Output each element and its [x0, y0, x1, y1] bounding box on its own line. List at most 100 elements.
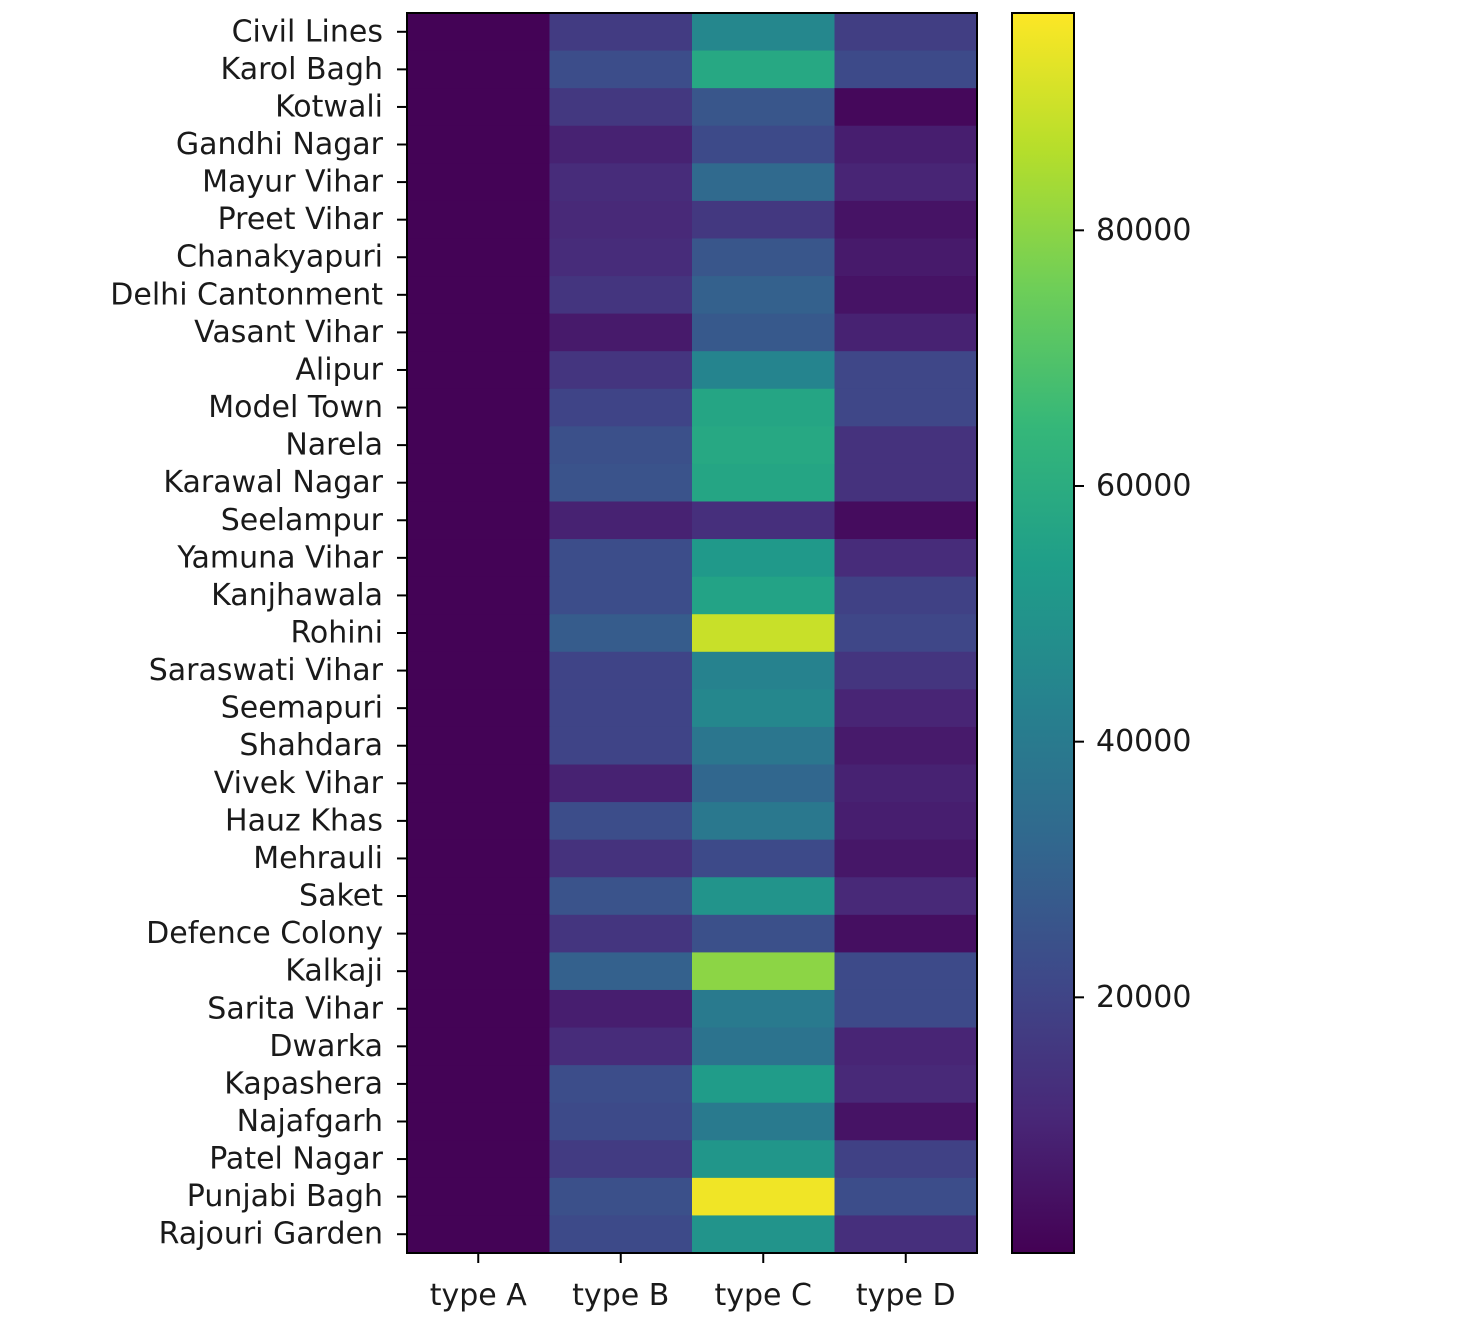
- heatmap-cell: [407, 1102, 551, 1141]
- colorbar: [1012, 13, 1074, 1253]
- heatmap-cell: [692, 276, 836, 315]
- y-tick-label: Saket: [299, 879, 383, 914]
- heatmap-cell: [692, 1177, 836, 1217]
- y-tick-label: Patel Nagar: [209, 1142, 383, 1177]
- heatmap-cell: [834, 914, 978, 953]
- heatmap-cell: [407, 313, 551, 352]
- y-tick-label: Civil Lines: [232, 14, 383, 49]
- heatmap-cell: [692, 802, 836, 841]
- heatmap-cell: [549, 1065, 693, 1104]
- heatmap-cell: [834, 125, 978, 164]
- heatmap-cell: [834, 614, 978, 653]
- heatmap-cell: [834, 952, 978, 991]
- y-tick-label: Model Town: [208, 390, 383, 425]
- y-tick-label: Narela: [285, 428, 383, 463]
- y-tick-label: Rohini: [290, 616, 383, 651]
- heatmap-cell: [549, 50, 693, 89]
- heatmap-cell: [834, 539, 978, 578]
- heatmap-cell: [407, 839, 551, 878]
- colorbar-tick-label: 60000: [1096, 468, 1191, 503]
- heatmap-cell: [834, 802, 978, 841]
- heatmap-cell: [692, 426, 836, 465]
- heatmap-cell: [692, 351, 836, 390]
- heatmap-cell: [692, 614, 836, 653]
- y-tick-label: Chanakyapuri: [176, 240, 383, 275]
- heatmap-cell: [549, 238, 693, 277]
- heatmap-cell: [834, 426, 978, 465]
- heatmap-cell: [407, 802, 551, 841]
- heatmap-cell: [834, 689, 978, 728]
- heatmap-cell: [549, 125, 693, 164]
- heatmap-cell: [549, 163, 693, 202]
- heatmap-cell: [407, 1065, 551, 1104]
- heatmap-cell: [692, 839, 836, 878]
- heatmap-cell: [834, 839, 978, 878]
- heatmap-cell: [549, 539, 693, 578]
- heatmap-cell: [692, 576, 836, 615]
- heatmap-cell: [549, 802, 693, 841]
- colorbar-frame: [1011, 12, 1075, 1254]
- heatmap-cell: [549, 576, 693, 615]
- heatmap-cell: [692, 539, 836, 578]
- heatmap-cell: [549, 1140, 693, 1179]
- y-tick-label: Shahdara: [239, 728, 383, 763]
- heatmap-cell: [692, 1215, 836, 1254]
- heatmap-cell: [834, 388, 978, 427]
- heatmap-cell: [549, 952, 693, 991]
- heatmap-cell: [834, 313, 978, 352]
- y-tick-label: Karol Bagh: [221, 52, 383, 87]
- heatmap-cell: [692, 1027, 836, 1066]
- x-tick-label: type D: [856, 1278, 956, 1313]
- heatmap-cell: [407, 914, 551, 953]
- heatmap-cell: [549, 501, 693, 540]
- heatmap-cell: [692, 388, 836, 427]
- heatmap-cell: [407, 1027, 551, 1066]
- heatmap-cell: [407, 689, 551, 728]
- heatmap-cell: [834, 877, 978, 916]
- heatmap-cell: [549, 351, 693, 390]
- heatmap-cell: [407, 726, 551, 766]
- x-tick-label: type A: [430, 1278, 528, 1313]
- heatmap-cell: [834, 501, 978, 540]
- heatmap-cell: [834, 50, 978, 89]
- y-tick-label: Saraswati Vihar: [149, 653, 384, 688]
- heatmap-cell: [834, 200, 978, 240]
- heatmap-cell: [407, 539, 551, 578]
- y-tick-label: Mayur Vihar: [202, 165, 384, 200]
- heatmap-cell: [549, 614, 693, 653]
- heatmap-cell: [549, 1215, 693, 1254]
- heatmap-cell: [692, 1140, 836, 1179]
- heatmap-cell: [407, 426, 551, 465]
- heatmap-cell: [692, 952, 836, 991]
- heatmap-cell: [692, 200, 836, 240]
- heatmap-cell: [692, 238, 836, 277]
- heatmap-cell: [549, 426, 693, 465]
- heatmap-cell: [549, 764, 693, 803]
- heatmap-cell: [549, 200, 693, 240]
- heatmap-cell: [692, 463, 836, 503]
- x-tick-label: type C: [715, 1278, 813, 1313]
- heatmap-cell: [549, 726, 693, 766]
- heatmap-cell: [834, 276, 978, 315]
- heatmap-cell: [549, 877, 693, 916]
- y-tick-label: Punjabi Bagh: [187, 1179, 383, 1214]
- heatmap-cell: [692, 50, 836, 89]
- heatmap-cell: [407, 125, 551, 164]
- heatmap-cell: [834, 351, 978, 390]
- heatmap-cell: [549, 463, 693, 503]
- heatmap-cell: [407, 163, 551, 202]
- heatmap-cell: [692, 989, 836, 1029]
- heatmap-cell: [549, 388, 693, 427]
- x-tick-label: type B: [572, 1278, 669, 1313]
- y-tick-label: Hauz Khas: [225, 803, 383, 838]
- heatmap-cell: [407, 651, 551, 690]
- heatmap-cells: [407, 13, 978, 1254]
- y-tick-label: Seelampur: [221, 503, 384, 538]
- heatmap-cell: [692, 313, 836, 352]
- heatmap-cell: [834, 238, 978, 277]
- colorbar-ticks: 20000 40000 60000 80000: [1074, 213, 1191, 1015]
- heatmap-cell: [692, 726, 836, 766]
- heatmap-cell: [692, 764, 836, 803]
- heatmap-cell: [834, 1102, 978, 1141]
- heatmap-cell: [549, 1102, 693, 1141]
